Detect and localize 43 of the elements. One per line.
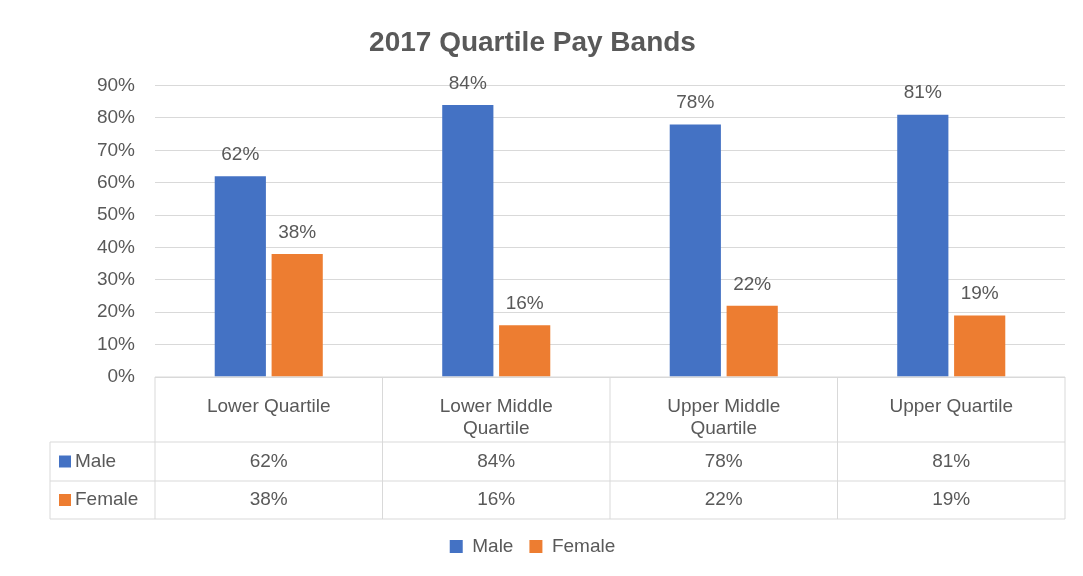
x-tick-label: Lower Middle Quartile (439, 394, 553, 439)
y-tick-label: 30% (96, 268, 136, 290)
y-tick-label: 60% (96, 170, 136, 192)
data-label: 81% (932, 449, 971, 471)
bar (897, 114, 949, 377)
y-tick-label: 50% (96, 203, 136, 225)
text: 22% (733, 272, 772, 294)
x-tick-label: Upper Quartile (889, 394, 1014, 416)
text: 16% (505, 291, 544, 313)
legend-label: Male (75, 449, 117, 471)
y-tick-label: 70% (96, 138, 136, 160)
y-tick-label: 10% (96, 332, 136, 354)
text: 38% (278, 220, 317, 242)
data-label: 22% (704, 488, 743, 510)
bar (271, 253, 323, 377)
data-label: 19% (932, 488, 971, 510)
y-tick-label: 20% (96, 300, 136, 322)
text: Female (75, 488, 139, 510)
text: 81% (903, 81, 942, 103)
x-tick-label: Upper Middle Quartile (667, 394, 781, 439)
x-tick-label: Lower Quartile (206, 394, 331, 416)
text: 78% (676, 91, 715, 113)
bar (954, 315, 1006, 377)
data-label: 78% (704, 449, 743, 471)
y-tick-label: 0% (107, 365, 136, 387)
data-label: 16% (477, 488, 516, 510)
data-label: 38% (249, 488, 288, 510)
text: 62% (221, 142, 260, 164)
text: 84% (448, 71, 487, 93)
data-label: 84% (477, 449, 516, 471)
bar (726, 305, 778, 377)
y-tick-label: 80% (96, 106, 136, 128)
bar (669, 124, 721, 377)
bar (499, 325, 551, 377)
legend-label: Female (551, 534, 616, 556)
data-label: 62% (249, 449, 288, 471)
bar (214, 176, 266, 377)
chart-title: 2017 Quartile Pay Bands (369, 25, 696, 57)
text: 19% (960, 282, 999, 304)
y-tick-label: 40% (96, 235, 136, 257)
y-tick-label: 90% (96, 73, 136, 95)
bar (442, 105, 494, 377)
text: Male (472, 534, 514, 556)
